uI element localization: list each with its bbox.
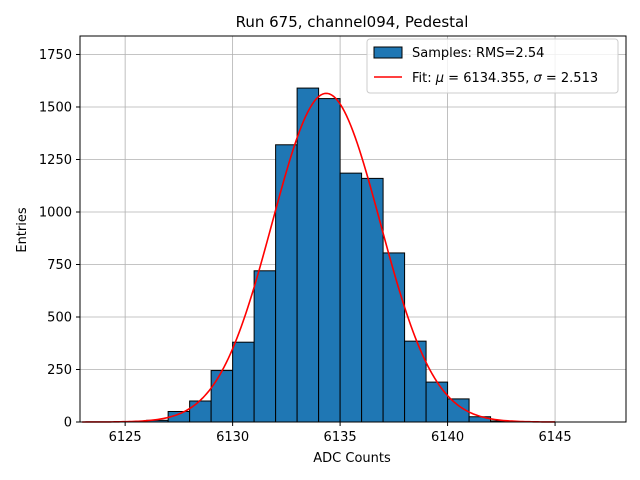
legend: Samples: RMS=2.54 Fit: μ = 6134.355, σ =… [366,38,619,94]
gaussian-fit-curve [82,92,556,423]
x-tick-label: 6145 [539,430,572,445]
histogram-bar [318,98,341,423]
histogram-bar [361,177,384,423]
x-tick-label: 6140 [431,430,464,445]
x-tick-label: 6130 [216,430,249,445]
y-tick-label: 0 [64,416,72,431]
fit-curve-line [82,92,556,423]
histogram-bar [404,340,427,423]
y-tick-label: 1750 [39,48,72,63]
x-axis-ticks: 6125 6130 6135 6140 6145 [109,422,572,445]
y-axis-ticks: 0 250 500 750 1000 1250 1500 1750 [39,48,80,431]
legend-box [366,38,619,94]
y-tick-label: 500 [47,310,72,325]
legend-label-histogram: Samples: RMS=2.54 [412,46,544,61]
legend-label-fit: Fit: μ = 6134.355, σ = 2.513 [412,71,598,86]
histogram-bar [425,381,449,423]
x-tick-label: 6125 [109,430,142,445]
histogram-bars [146,87,513,423]
y-tick-label: 250 [47,363,72,378]
y-axis-title: Entries [15,207,30,253]
histogram-bar [339,172,363,423]
histogram-bar [210,370,234,423]
histogram-bar [275,144,298,423]
histogram-bar [382,252,406,423]
chart-title: Run 675, channel094, Pedestal [236,13,469,31]
histogram-bar [253,270,277,423]
legend-swatch-histogram [373,46,403,59]
plot-frame [79,35,627,423]
x-axis-title: ADC Counts [313,451,391,466]
y-tick-label: 750 [47,258,72,273]
histogram-bar [189,400,212,423]
histogram-bar [232,341,255,423]
y-tick-label: 1000 [39,205,72,220]
histogram-bar [296,87,320,423]
y-tick-label: 1250 [39,153,72,168]
x-tick-label: 6135 [324,430,357,445]
y-tick-label: 1500 [39,100,72,115]
